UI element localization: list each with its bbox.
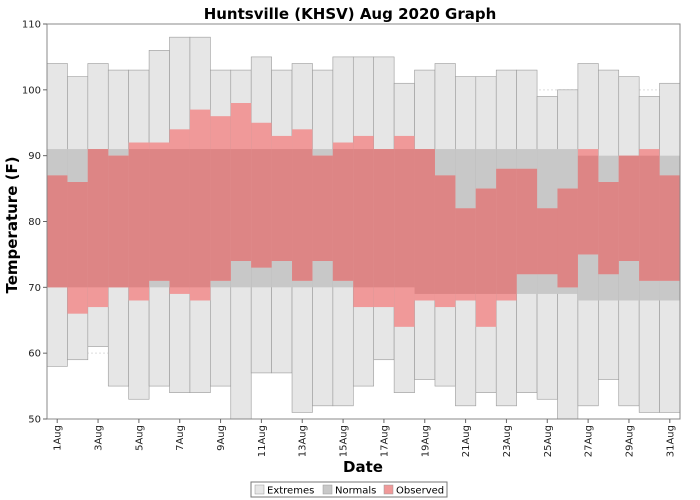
overlap-bar [373, 149, 395, 288]
legend-swatch-normals [322, 484, 333, 495]
overlap-bar [210, 149, 231, 281]
x-axis-title: Date [343, 458, 383, 476]
overlap-bar [47, 175, 68, 288]
x-tick-label: 25Aug [543, 425, 554, 457]
overlap-bar [557, 188, 578, 288]
legend-box [250, 481, 448, 498]
overlap-bar [577, 155, 599, 255]
overlap-bar [414, 149, 435, 294]
overlap-bar [312, 155, 333, 261]
y-tick-label: 100 [22, 85, 41, 96]
x-tick-label: 29Aug [624, 425, 635, 457]
overlap-bar [537, 208, 558, 275]
x-tick-label: 27Aug [584, 425, 595, 457]
x-tick-label: 9Aug [216, 425, 227, 451]
x-tick-label: 31Aug [665, 425, 676, 457]
y-tick-label: 50 [28, 415, 41, 426]
legend-label-observed: Observed [396, 486, 444, 497]
legend-swatch-observed [383, 484, 394, 495]
overlap-bar [230, 149, 252, 261]
overlap-bar [149, 149, 170, 281]
x-tick-label: 3Aug [94, 425, 105, 451]
y-tick-label: 110 [22, 20, 41, 31]
overlap-bar [434, 175, 456, 294]
overlap-bar [251, 149, 272, 268]
overlap-bar [353, 149, 374, 288]
observed-normals-overlap [47, 149, 680, 294]
overlap-bar [516, 168, 538, 275]
overlap-bar [598, 182, 619, 275]
y-tick-label: 60 [28, 349, 41, 360]
overlap-bar [67, 182, 88, 288]
overlap-bar [332, 149, 354, 281]
overlap-bar [87, 149, 109, 288]
overlap-bar [108, 155, 129, 288]
overlap-bar [128, 149, 150, 288]
overlap-bar [475, 188, 497, 294]
legend-swatch-extremes [254, 484, 265, 495]
x-axis-ticks: 1Aug 3Aug 5Aug 7Aug 9Aug 11Aug 13Aug 15Aug 17Aug… [53, 419, 676, 457]
x-tick-label: 23Aug [502, 425, 513, 457]
overlap-bar [169, 149, 190, 288]
y-axis-ticks: 50 60 70 80 90 100 110 [22, 20, 47, 426]
x-tick-label: 17Aug [379, 425, 390, 457]
overlap-bar [292, 149, 313, 281]
x-tick-label: 21Aug [461, 425, 472, 457]
y-tick-label: 90 [28, 151, 41, 162]
chart-title: Huntsville (KHSV) Aug 2020 Graph [204, 5, 497, 23]
legend: Extremes Normals Observed [250, 481, 448, 498]
y-axis-title: Temperature (F) [3, 156, 21, 293]
x-tick-label: 15Aug [339, 425, 350, 457]
y-tick-label: 70 [28, 283, 41, 294]
x-tick-label: 19Aug [420, 425, 431, 457]
overlap-bar [496, 168, 517, 294]
legend-label-normals: Normals [335, 486, 376, 497]
x-tick-label: 5Aug [134, 425, 145, 451]
x-tick-label: 1Aug [53, 425, 64, 451]
x-tick-label: 13Aug [298, 425, 309, 457]
x-tick-label: 11Aug [257, 425, 268, 457]
overlap-bar [271, 149, 293, 261]
overlap-bar [189, 149, 211, 288]
y-tick-label: 80 [28, 217, 41, 228]
overlap-bar [618, 155, 640, 261]
x-tick-label: 7Aug [175, 425, 186, 451]
overlap-bar [639, 155, 660, 281]
overlap-bar [455, 208, 476, 294]
legend-label-extremes: Extremes [267, 486, 314, 497]
overlap-bar [659, 175, 680, 281]
overlap-bar [394, 149, 415, 288]
